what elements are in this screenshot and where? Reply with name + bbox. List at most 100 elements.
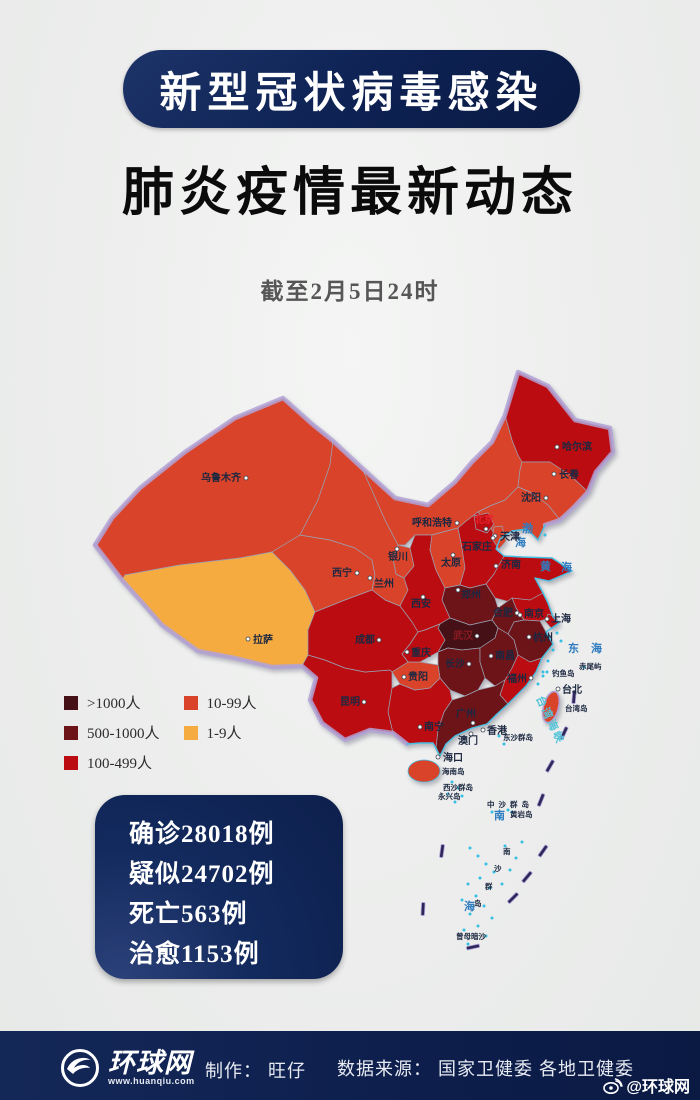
- sea-label: 黄: [540, 559, 551, 573]
- city-label: 贵阳: [408, 670, 428, 683]
- city-label: 太原: [440, 556, 461, 569]
- city-dot: [490, 535, 496, 541]
- island-dot: [500, 882, 504, 886]
- island-dot: [502, 742, 506, 746]
- island-dot: [546, 659, 550, 663]
- island-dot: [536, 682, 540, 686]
- island-label: 永兴岛: [437, 791, 461, 801]
- city-label: 哈尔滨: [562, 440, 592, 453]
- china-map: 渤海黄海东海南海台湾海峡 台湾岛 海南岛 钓鱼岛 赤尾屿 东沙群岛 西沙群岛 永兴岛 中沙群岛黄…: [70, 350, 690, 990]
- nine-dash-segment: [537, 844, 549, 858]
- nine-dash-segment: [536, 793, 546, 807]
- island-dot: [466, 942, 470, 946]
- island-dot: [460, 898, 464, 902]
- island-dot: [476, 924, 480, 928]
- stat-line: 确诊28018例: [129, 821, 275, 848]
- sea-label: 海: [591, 641, 602, 655]
- map-legend: >1000人 500-1000人 100-499人 10-99人 1-9人: [64, 692, 257, 773]
- city-label: 成都: [355, 633, 375, 646]
- sea-label: 海: [515, 535, 526, 549]
- legend-row: 10-99人: [183, 692, 257, 713]
- island-dot: [456, 786, 460, 790]
- island-label: 东沙群岛: [503, 732, 533, 742]
- city-label: 重庆: [411, 646, 431, 659]
- legend-swatch: [183, 695, 198, 710]
- logo-text-wrap: 环球网 www.huanqiu.com: [108, 1050, 195, 1087]
- nine-dash-segment: [439, 844, 445, 858]
- island-dot: [488, 886, 492, 890]
- china-map-svg: 渤海黄 海东 海南海台湾海峡台湾岛海南岛钓鱼岛赤尾屿东沙群岛西沙群岛永兴岛中沙群岛黄…: [92, 369, 616, 951]
- city-label: 兰州: [374, 577, 394, 590]
- island-dot: [490, 916, 494, 920]
- legend-label: 10-99人: [206, 696, 257, 712]
- island-dot: [506, 808, 510, 812]
- nine-dash-segment: [559, 726, 569, 740]
- city-dot: [450, 552, 456, 558]
- island-dot: [503, 844, 507, 848]
- legend-row: >1000人: [64, 692, 160, 713]
- island-dot: [482, 904, 486, 908]
- island-dot: [466, 882, 470, 886]
- island-label: 沙: [494, 864, 502, 873]
- island-dot: [543, 533, 547, 537]
- city-dot: [417, 724, 423, 730]
- city-dot: [551, 471, 557, 477]
- province-chongqing: [401, 623, 446, 663]
- island-label: 台湾岛: [565, 703, 588, 713]
- city-label: 上海: [551, 612, 571, 625]
- nine-dash-segment: [420, 902, 426, 916]
- city-dot: [543, 495, 549, 501]
- city-label: 澳门: [458, 734, 478, 747]
- island-label: 群: [484, 881, 493, 891]
- island-dot: [460, 794, 464, 798]
- city-label: 呼和浩特: [412, 516, 452, 529]
- page-title: 肺炎疫情最新动态: [121, 164, 578, 222]
- city-label: 昆明: [340, 696, 360, 708]
- sea-label: 东: [568, 641, 579, 655]
- legend-row: 500-1000人: [64, 722, 160, 743]
- legend-swatch: [64, 725, 78, 740]
- island-dot: [541, 674, 545, 678]
- legend-label: 100-499人: [87, 756, 152, 772]
- city-dot: [517, 612, 523, 618]
- city-dot: [367, 575, 373, 581]
- legend-row: 100-499人: [64, 752, 160, 773]
- island-dot: [545, 670, 549, 674]
- nine-dash-segment: [521, 870, 533, 884]
- island-dot: [462, 928, 466, 932]
- city-label: 西宁: [332, 566, 352, 579]
- city-dot: [245, 636, 251, 642]
- island-dot: [508, 868, 512, 872]
- nine-dash-segment: [466, 943, 480, 951]
- legend-label: 1-9人: [206, 726, 242, 742]
- island-dot: [492, 870, 496, 874]
- city-label: 银川: [388, 550, 408, 563]
- city-dot: [401, 674, 407, 680]
- city-label: 天津: [500, 530, 520, 543]
- province-hainan: [407, 759, 441, 783]
- sea-label: 南: [494, 808, 505, 822]
- island-dot: [510, 810, 514, 814]
- island-dot: [559, 639, 563, 643]
- island-dot: [514, 856, 518, 860]
- legend-swatch: [64, 755, 78, 770]
- weibo-text: @环球网: [626, 1079, 690, 1096]
- city-dot: [394, 546, 400, 552]
- island-dot: [478, 876, 482, 880]
- sea-label: 海: [464, 899, 475, 913]
- city-label: 武汉: [453, 629, 474, 642]
- city-dot: [468, 731, 474, 737]
- huanqiu-logo: 环球网 www.huanqiu.com: [59, 1047, 195, 1089]
- land-border-southwest: [92, 542, 410, 747]
- credit-text: 制作： 旺仔: [205, 1061, 307, 1081]
- city-dot: [480, 727, 486, 733]
- city-label: 南宁: [424, 720, 444, 733]
- island-label: 中沙群岛: [487, 799, 533, 809]
- logo-url: www.huanqiu.com: [108, 1076, 195, 1086]
- province-guizhou: [391, 661, 441, 691]
- island-dot: [484, 862, 488, 866]
- island-dot: [450, 780, 454, 784]
- city-dot: [435, 754, 441, 760]
- legend-label: >1000人: [87, 696, 141, 712]
- city-dot: [361, 699, 367, 705]
